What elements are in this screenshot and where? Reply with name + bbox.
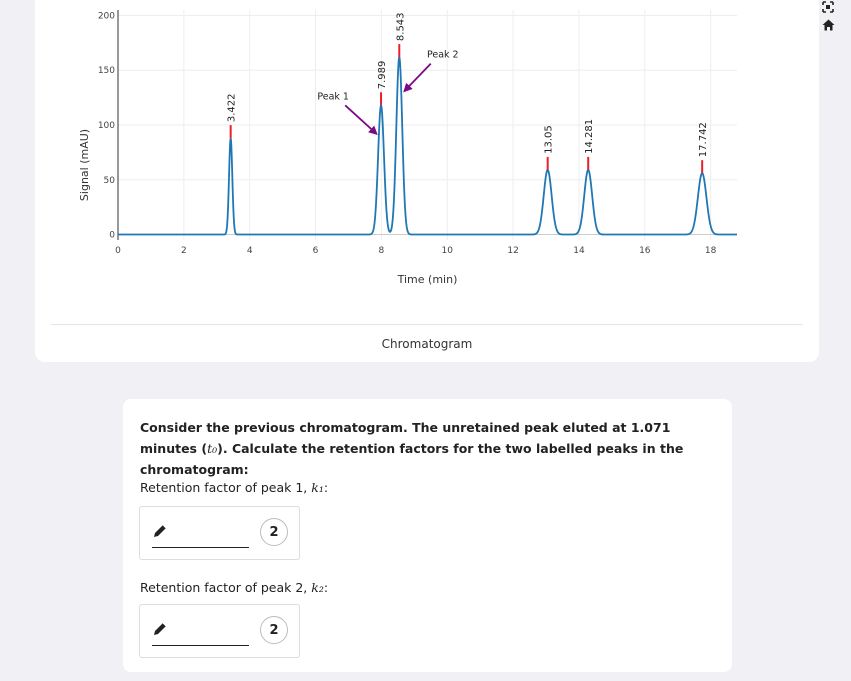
x-tick-label: 14 xyxy=(573,246,585,256)
pencil-icon xyxy=(154,622,167,635)
peak-annotation-label: Peak 1 xyxy=(317,91,349,102)
chart-card: 0 2 4 6 8 10 12 14 16 18 0 50 100 150 200 Time (min) Sig… xyxy=(35,0,819,362)
question-card: Consider the previous chromatogram. The … xyxy=(123,399,732,672)
question-prompt: Consider the previous chromatogram. The … xyxy=(140,417,725,480)
peak-annotation-arrow xyxy=(344,104,378,135)
prompt-text-after: ). Calculate the retention factors for t… xyxy=(140,441,684,477)
x-tick-label: 16 xyxy=(639,246,651,256)
autoscale-icon[interactable] xyxy=(816,0,840,14)
field-label-suffix: : xyxy=(323,480,329,495)
chart-caption: Chromatogram xyxy=(381,337,473,351)
x-tick-label: 6 xyxy=(313,246,319,256)
peak-label: 14.281 xyxy=(584,119,595,154)
field-label-text: Retention factor of peak 1, xyxy=(140,480,312,495)
peak-label: 7.989 xyxy=(377,61,388,90)
signal-trace xyxy=(118,53,737,236)
x-tick-label: 18 xyxy=(705,246,717,256)
y-tick-label: 150 xyxy=(98,66,115,76)
field-label-peak-1: Retention factor of peak 1, k₁: xyxy=(140,480,328,495)
y-tick-label: 100 xyxy=(98,121,115,131)
peak-2-answer-input[interactable] xyxy=(174,619,252,641)
x-tick-label: 10 xyxy=(442,246,454,256)
prompt-text-before: Consider the previous chromatogram. The … xyxy=(140,420,671,456)
chromatogram-chart: 0 2 4 6 8 10 12 14 16 18 0 50 100 150 200 Time (min) Sig… xyxy=(78,10,737,286)
x-tick-label: 0 xyxy=(115,246,121,256)
divider xyxy=(51,324,803,325)
peak-label: 13.05 xyxy=(544,125,555,154)
field-label-text: Retention factor of peak 2, xyxy=(140,580,312,595)
attempts-badge: 2 xyxy=(260,616,288,644)
x-tick-label: 8 xyxy=(379,246,385,256)
answer-box-peak-2: 2 xyxy=(139,604,300,658)
peak-annotation-label: Peak 2 xyxy=(427,50,459,61)
y-tick-label: 50 xyxy=(104,176,116,186)
input-underline xyxy=(152,547,249,548)
plot-toolbar xyxy=(813,0,843,36)
field-label-suffix: : xyxy=(323,580,329,595)
x-tick-label: 2 xyxy=(181,246,187,256)
y-tick-label: 0 xyxy=(109,231,115,241)
k2-symbol: k₂ xyxy=(311,580,324,595)
answer-box-peak-1: 2 xyxy=(139,506,300,560)
x-tick-label: 12 xyxy=(507,246,518,256)
input-underline xyxy=(152,645,249,646)
peak-1-answer-input[interactable] xyxy=(174,521,252,543)
pencil-icon xyxy=(154,524,167,537)
y-tick-label: 200 xyxy=(98,11,115,21)
x-tick-label: 4 xyxy=(247,246,253,256)
peak-label: 8.543 xyxy=(395,12,406,41)
attempts-badge: 2 xyxy=(260,518,288,546)
x-axis-title: Time (min) xyxy=(397,273,458,286)
y-axis-title: Signal (mAU) xyxy=(78,129,91,201)
peak-label: 3.422 xyxy=(227,94,238,123)
t0-symbol: t₀ xyxy=(207,441,218,456)
k1-symbol: k₁ xyxy=(311,480,324,495)
field-label-peak-2: Retention factor of peak 2, k₂: xyxy=(140,580,328,595)
peak-annotation-arrow xyxy=(403,63,432,93)
peak-label: 17.742 xyxy=(698,122,709,157)
home-icon[interactable] xyxy=(816,18,840,32)
